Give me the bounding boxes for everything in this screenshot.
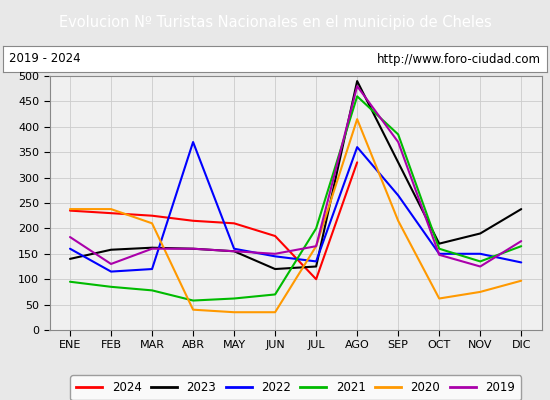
Text: http://www.foro-ciudad.com: http://www.foro-ciudad.com xyxy=(377,52,541,66)
Text: Evolucion Nº Turistas Nacionales en el municipio de Cheles: Evolucion Nº Turistas Nacionales en el m… xyxy=(59,16,491,30)
Text: 2019 - 2024: 2019 - 2024 xyxy=(9,52,81,66)
Legend: 2024, 2023, 2022, 2021, 2020, 2019: 2024, 2023, 2022, 2021, 2020, 2019 xyxy=(70,376,521,400)
